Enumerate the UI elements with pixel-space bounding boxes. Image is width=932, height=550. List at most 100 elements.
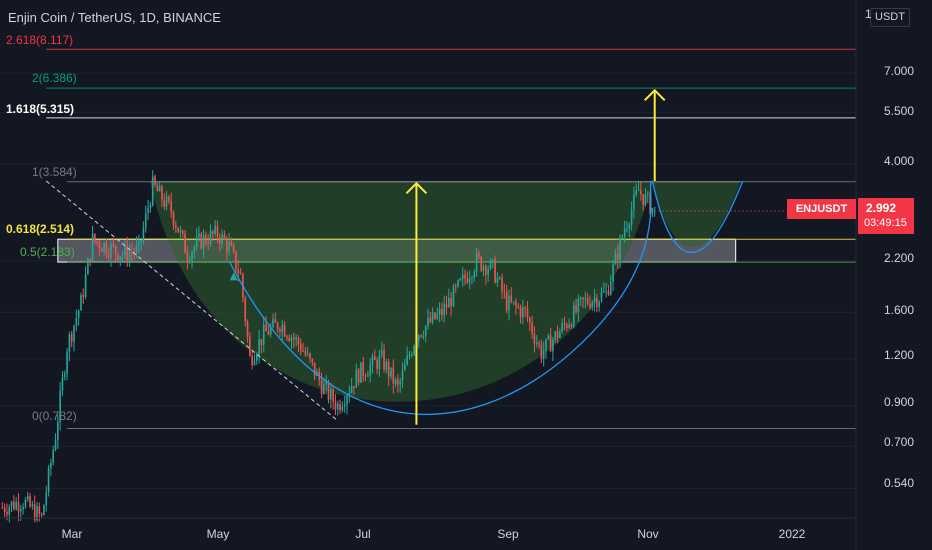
fib-label-1: 1(3.584) <box>32 165 77 179</box>
candle-body <box>126 245 129 261</box>
candle-body <box>177 227 179 233</box>
candle-body <box>369 364 371 376</box>
candle-body <box>591 301 594 308</box>
candle-body <box>582 297 584 300</box>
candle-body <box>503 290 506 292</box>
candle-body <box>251 355 253 365</box>
candle-body <box>304 351 307 355</box>
candle-body <box>563 323 566 325</box>
candle-body <box>54 440 57 450</box>
fib-label-2618: 2.618(8.117) <box>6 33 74 47</box>
candle-body <box>323 384 325 395</box>
candle-body <box>154 176 156 186</box>
candle-body <box>429 317 432 323</box>
candle-body <box>420 335 422 337</box>
candle-body <box>138 240 140 246</box>
candle-body <box>100 248 103 252</box>
candle-body <box>13 501 15 510</box>
candle-body <box>262 324 265 345</box>
candle-body <box>466 278 469 283</box>
candle-body <box>218 236 221 244</box>
candle-body <box>593 297 596 302</box>
candle-body <box>325 382 328 385</box>
candle-body <box>255 354 258 361</box>
candle-body <box>276 322 279 330</box>
candle-body <box>302 350 304 352</box>
candle-body <box>33 504 36 520</box>
candle-body <box>522 307 524 318</box>
candle-body <box>258 339 260 355</box>
bar-countdown: 03:49:15 <box>864 217 907 229</box>
candle-body <box>410 354 413 356</box>
handle-area <box>652 181 741 247</box>
candle-body <box>279 329 281 332</box>
candle-body <box>621 236 624 238</box>
candle-body <box>387 361 390 377</box>
time-axis-label: Jul <box>355 527 371 541</box>
candle-body <box>297 337 300 345</box>
price-axis-label: 4.000 <box>883 154 914 168</box>
candle-body <box>566 324 568 328</box>
candle-body <box>367 375 369 377</box>
candle-body <box>364 375 367 377</box>
candle-body <box>131 252 133 254</box>
candle-body <box>531 322 533 334</box>
candle-body <box>515 301 517 306</box>
candle-body <box>320 380 323 395</box>
candle-body <box>443 304 446 316</box>
candle-body <box>556 331 559 338</box>
drawings <box>45 88 856 425</box>
candle-body <box>89 258 92 261</box>
price-axis-label: 0.700 <box>883 435 914 449</box>
candle-body <box>526 308 529 319</box>
candle-body <box>461 274 464 279</box>
price-axis-label: 0.540 <box>883 476 914 490</box>
candle-body <box>232 245 235 252</box>
candle-body <box>327 382 330 400</box>
candle-body <box>179 230 182 233</box>
candle-body <box>614 253 617 265</box>
candle-body <box>422 336 425 338</box>
candle-body <box>482 266 485 271</box>
candle-body <box>424 325 427 337</box>
candle-body <box>579 297 582 300</box>
candle-body <box>524 307 526 309</box>
candle-body <box>188 260 191 262</box>
candle-body <box>288 337 290 341</box>
candle-body <box>165 196 168 207</box>
candle-body <box>267 331 270 335</box>
candle-body <box>29 496 31 507</box>
candle-body <box>489 260 492 270</box>
candle-body <box>371 356 374 365</box>
candle-body <box>168 196 170 202</box>
candle-body <box>52 449 55 463</box>
candle-body <box>73 325 75 342</box>
candle-body <box>431 312 434 323</box>
candle-body <box>589 303 591 308</box>
candle-body <box>142 227 145 241</box>
currency-selector[interactable]: 1 USDT <box>865 8 910 27</box>
candle-body <box>357 369 360 383</box>
price-axis-label: 5.500 <box>883 104 914 118</box>
price-axis-label: 7.000 <box>883 64 914 78</box>
candle-body <box>607 290 610 295</box>
candle-body <box>84 274 87 297</box>
candle-body <box>517 305 520 308</box>
candle-body <box>584 298 587 300</box>
candle-body <box>457 280 459 287</box>
candle-body <box>193 247 196 253</box>
time-axis-label: Mar <box>61 527 83 541</box>
candle-body <box>413 345 415 355</box>
candle-body <box>66 351 68 374</box>
candle-body <box>195 237 198 248</box>
fib-label-0: 0(0.782) <box>32 409 77 423</box>
candle-body <box>464 274 466 279</box>
candle-body <box>471 277 473 279</box>
candle-body <box>619 237 621 261</box>
candle-body <box>172 212 175 225</box>
candle-body <box>397 379 399 385</box>
candle-body <box>394 379 397 384</box>
candle-body <box>163 200 166 207</box>
candle-body <box>438 308 441 314</box>
